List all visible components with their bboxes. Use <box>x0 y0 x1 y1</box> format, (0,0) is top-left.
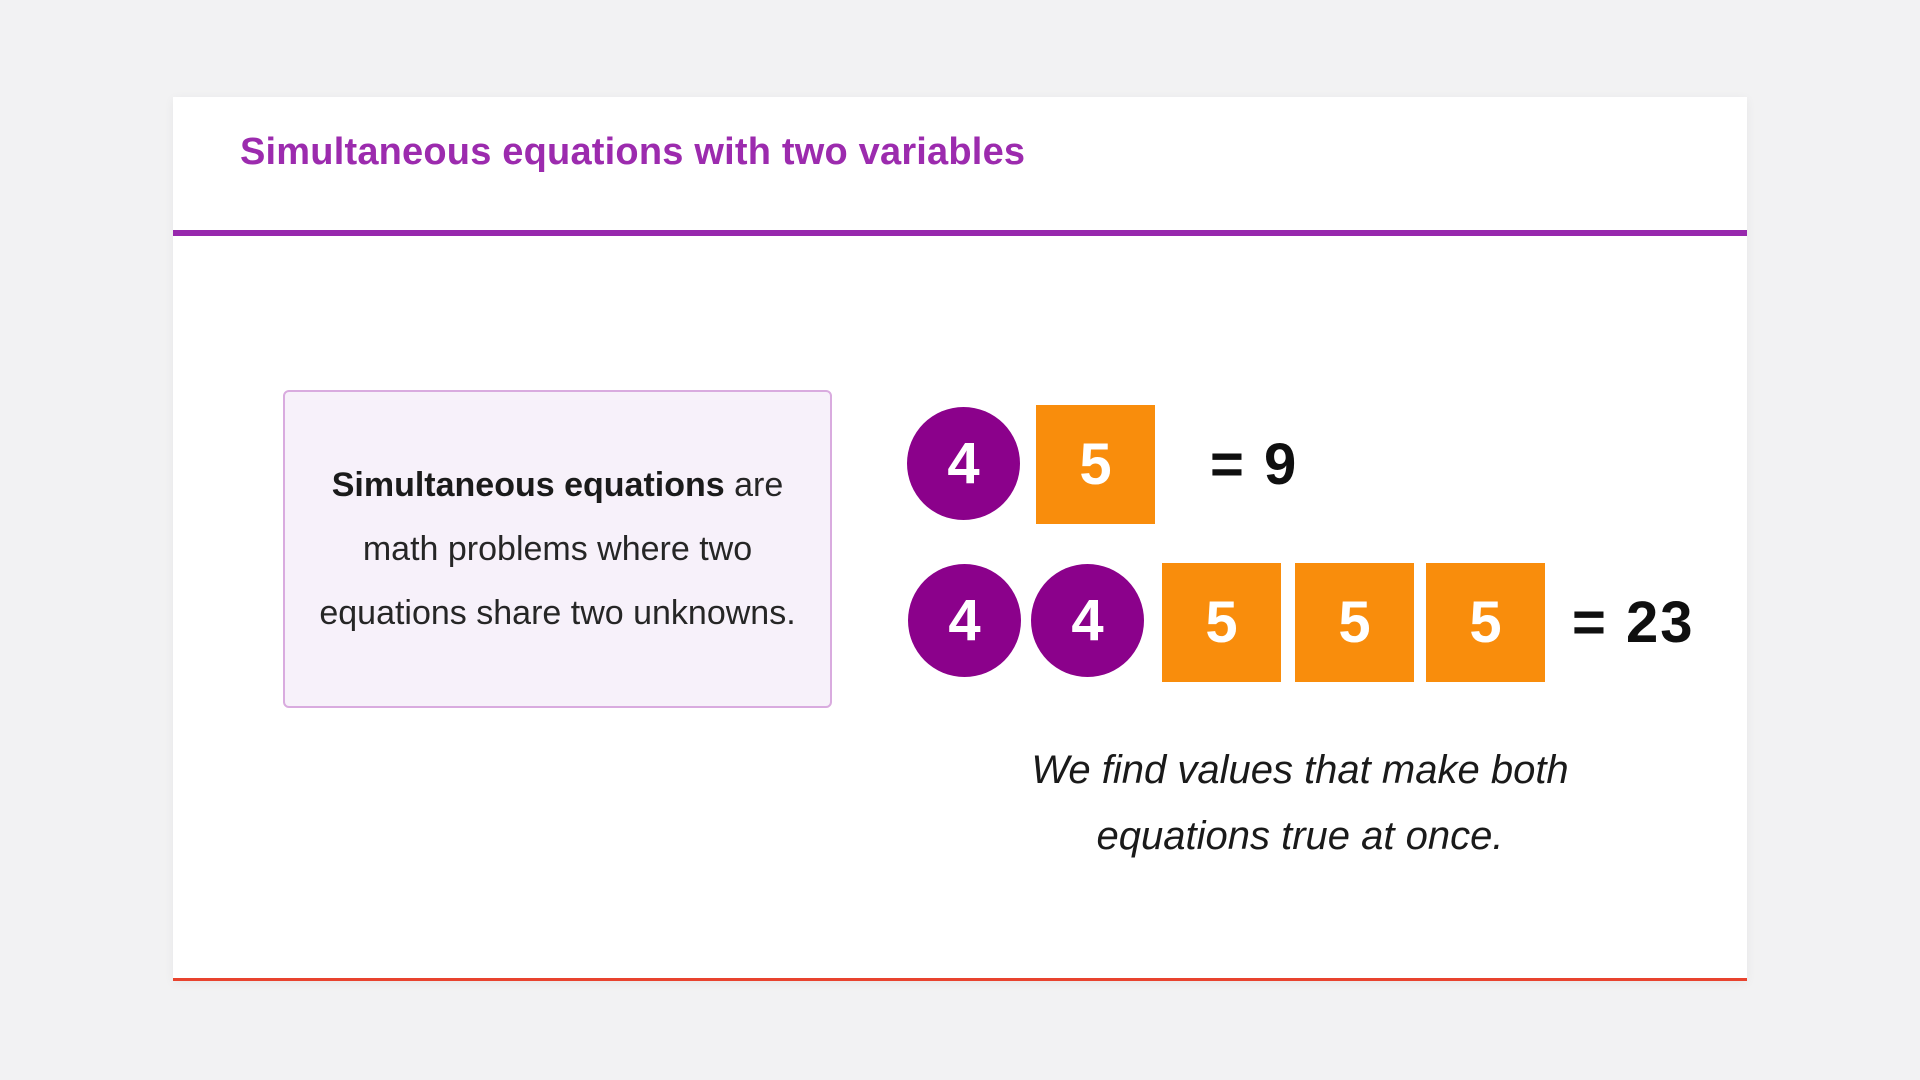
orange-square-token: 5 <box>1036 405 1155 524</box>
purple-circle-token: 4 <box>1031 564 1144 677</box>
slide-card: Simultaneous equations with two variable… <box>173 97 1747 981</box>
equation-1-result: = 9 <box>1210 432 1299 497</box>
caption: We find values that make both equations … <box>1030 737 1570 869</box>
page-title: Simultaneous equations with two variable… <box>240 131 1026 173</box>
definition-text: Simultaneous equations are math problems… <box>313 453 802 645</box>
caption-line-2: equations true at once. <box>1096 814 1504 858</box>
definition-text-bold: Simultaneous equations <box>331 466 725 504</box>
definition-text-regular: are math problems where two equations sh… <box>319 466 796 632</box>
orange-square-token: 5 <box>1162 563 1281 682</box>
equation-2-result: = 23 <box>1572 590 1695 655</box>
orange-square-token: 5 <box>1426 563 1545 682</box>
purple-circle-token: 4 <box>908 564 1021 677</box>
definition-box: Simultaneous equations are math problems… <box>283 390 832 708</box>
orange-square-token: 5 <box>1295 563 1414 682</box>
purple-circle-token: 4 <box>907 407 1020 520</box>
caption-line-1: We find values that make both <box>1031 748 1569 792</box>
title-divider-rule <box>173 230 1747 236</box>
